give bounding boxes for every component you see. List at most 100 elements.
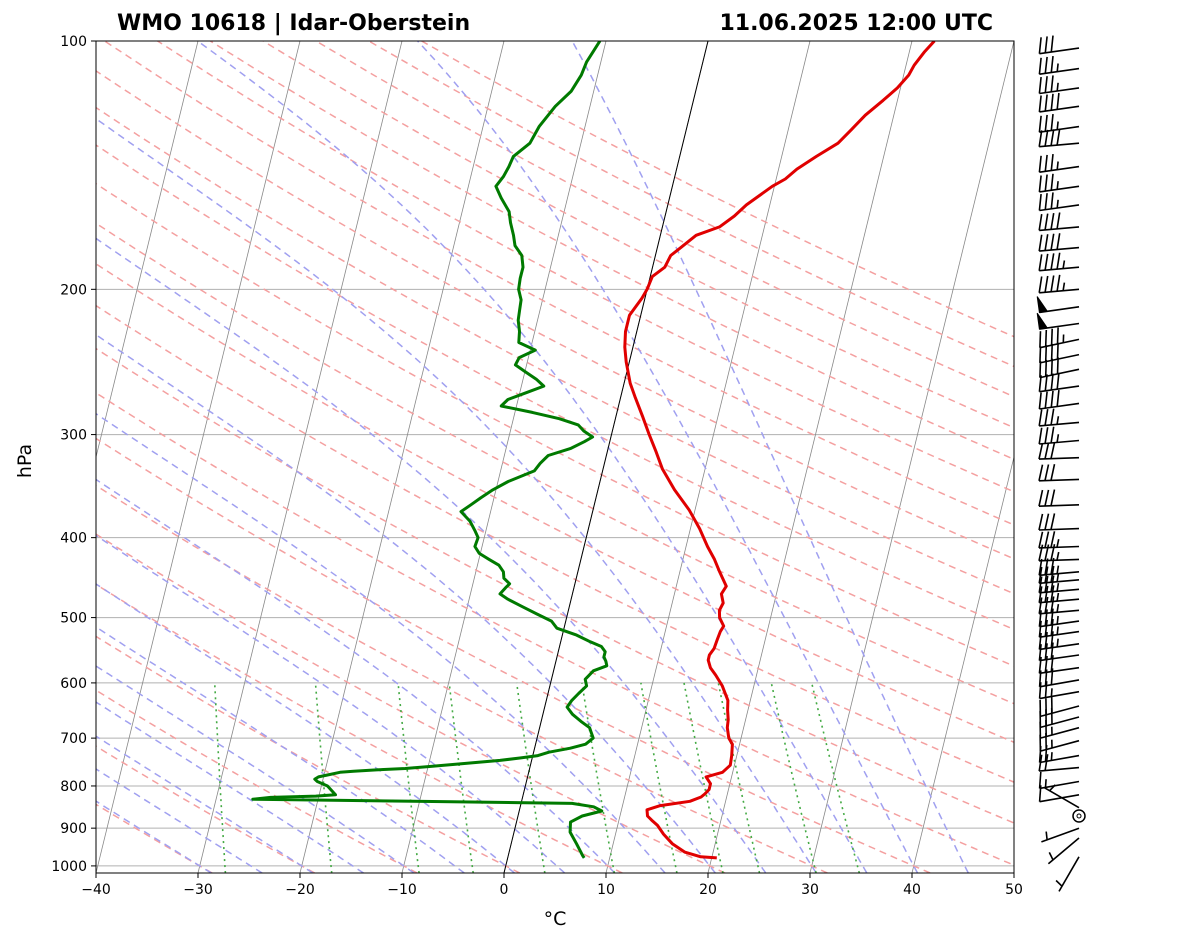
plot-area bbox=[96, 41, 1014, 873]
wind-barb bbox=[1055, 856, 1080, 892]
isotherm-line bbox=[96, 41, 301, 873]
wind-barb bbox=[1038, 56, 1080, 75]
plot-frame bbox=[95, 40, 1015, 874]
wind-barb bbox=[1038, 212, 1080, 232]
dry-adiabat bbox=[96, 304, 1014, 783]
wind-barb bbox=[1038, 642, 1080, 662]
wind-barb bbox=[1038, 464, 1080, 482]
moist-adiabat bbox=[96, 735, 314, 873]
dry-adiabat bbox=[96, 583, 623, 873]
isotherm-line bbox=[197, 41, 403, 873]
wind-barb bbox=[1038, 631, 1080, 651]
sounding-series bbox=[251, 41, 936, 860]
mixing-ratio-line bbox=[770, 682, 817, 873]
moist-adiabat bbox=[96, 534, 566, 873]
moist-adiabat bbox=[96, 412, 666, 873]
moist-adiabat bbox=[417, 41, 919, 873]
y-tick-label: 900 bbox=[60, 821, 87, 837]
wind-barb bbox=[1038, 585, 1080, 604]
y-tick-label: 700 bbox=[60, 731, 87, 747]
wind-barbs bbox=[1036, 35, 1086, 892]
mixing-ratio-line bbox=[314, 682, 333, 873]
wind-barb bbox=[1038, 92, 1080, 113]
isotherm-line bbox=[605, 41, 811, 873]
x-tick-label: −30 bbox=[183, 882, 213, 898]
x-tick-label: 30 bbox=[801, 882, 819, 898]
wind-barb bbox=[1039, 327, 1080, 349]
wind-barb bbox=[1038, 128, 1080, 148]
wind-barb bbox=[1038, 408, 1080, 427]
mixing-ratio-line bbox=[717, 682, 761, 873]
wind-barb bbox=[1038, 192, 1080, 212]
mixing-ratio-lines bbox=[213, 682, 861, 873]
x-tick-label: −40 bbox=[81, 882, 111, 898]
dry-adiabats bbox=[96, 41, 1014, 873]
y-tick-label: 600 bbox=[60, 676, 87, 692]
wind-barb bbox=[1039, 732, 1080, 752]
wind-barb bbox=[1038, 154, 1080, 173]
dry-adiabat bbox=[96, 262, 1014, 744]
wind-barb bbox=[1036, 296, 1080, 314]
mixing-ratio-line bbox=[640, 682, 678, 873]
isotherm-line bbox=[401, 41, 607, 873]
chart-title-right: 11.06.2025 12:00 UTC bbox=[719, 11, 993, 36]
mixing-ratio-line bbox=[581, 682, 616, 873]
moist-adiabat bbox=[96, 768, 263, 873]
y-axis: 100 200 300 400 500 600 700 800 900 1000 bbox=[51, 34, 96, 875]
zero-isotherm bbox=[503, 41, 709, 873]
wind-barb bbox=[1039, 357, 1080, 379]
x-tick-label: 0 bbox=[500, 882, 509, 898]
wind-barb bbox=[1038, 35, 1080, 55]
wind-barb bbox=[1072, 809, 1086, 823]
wind-barb bbox=[1038, 489, 1080, 507]
y-tick-label: 300 bbox=[60, 428, 87, 444]
mixing-ratio-line bbox=[683, 682, 724, 873]
wind-barb bbox=[1039, 696, 1080, 718]
mixing-ratio-line bbox=[448, 682, 474, 873]
dry-adiabat bbox=[96, 347, 1014, 824]
wind-barb bbox=[1038, 771, 1080, 790]
isotherm-line bbox=[299, 41, 505, 873]
moist-adiabat bbox=[96, 333, 716, 873]
dry-adiabat bbox=[96, 635, 521, 873]
mixing-ratio-line bbox=[515, 682, 546, 873]
wind-barb bbox=[1038, 173, 1080, 193]
isotherm-line bbox=[809, 41, 1014, 873]
dry-adiabat bbox=[96, 106, 1014, 595]
mixing-ratio-line bbox=[810, 682, 861, 873]
x-tick-label: −10 bbox=[387, 882, 417, 898]
dry-adiabat bbox=[96, 437, 931, 873]
dry-adiabat bbox=[96, 182, 1014, 667]
moist-adiabat bbox=[96, 800, 212, 873]
mixing-ratio-line bbox=[213, 682, 227, 873]
temperature-profile-line bbox=[623, 41, 936, 860]
wind-barb bbox=[1047, 837, 1080, 865]
dry-adiabat bbox=[96, 484, 828, 873]
wind-barb bbox=[1038, 681, 1080, 700]
wind-barb bbox=[1038, 513, 1080, 531]
wind-barb bbox=[1038, 114, 1080, 133]
wind-barb bbox=[1038, 252, 1080, 272]
moist-adiabat bbox=[96, 583, 515, 873]
wind-barb bbox=[1038, 75, 1080, 95]
mixing-ratio-line bbox=[397, 682, 420, 873]
isotherm-line bbox=[911, 455, 1014, 873]
x-tick-label: 40 bbox=[903, 882, 921, 898]
y-tick-label: 800 bbox=[60, 779, 87, 795]
isotherm-line bbox=[707, 41, 913, 873]
dry-adiabat bbox=[96, 533, 726, 873]
zero-isotherm-line bbox=[503, 41, 709, 873]
y-tick-label: 100 bbox=[60, 34, 87, 50]
wind-barb bbox=[1038, 233, 1080, 252]
x-tick-label: 50 bbox=[1005, 882, 1023, 898]
moist-adiabat bbox=[96, 626, 465, 873]
chart-title-left: WMO 10618 | Idar-Oberstein bbox=[117, 11, 470, 36]
wind-barb bbox=[1038, 442, 1080, 460]
moist-adiabat bbox=[197, 41, 868, 873]
moist-adiabat bbox=[96, 117, 817, 873]
wind-barb bbox=[1038, 426, 1080, 445]
x-tick-label: −20 bbox=[285, 882, 315, 898]
wind-barb bbox=[1038, 531, 1080, 549]
y-tick-label: 200 bbox=[60, 282, 87, 298]
wind-barb bbox=[1038, 596, 1080, 615]
